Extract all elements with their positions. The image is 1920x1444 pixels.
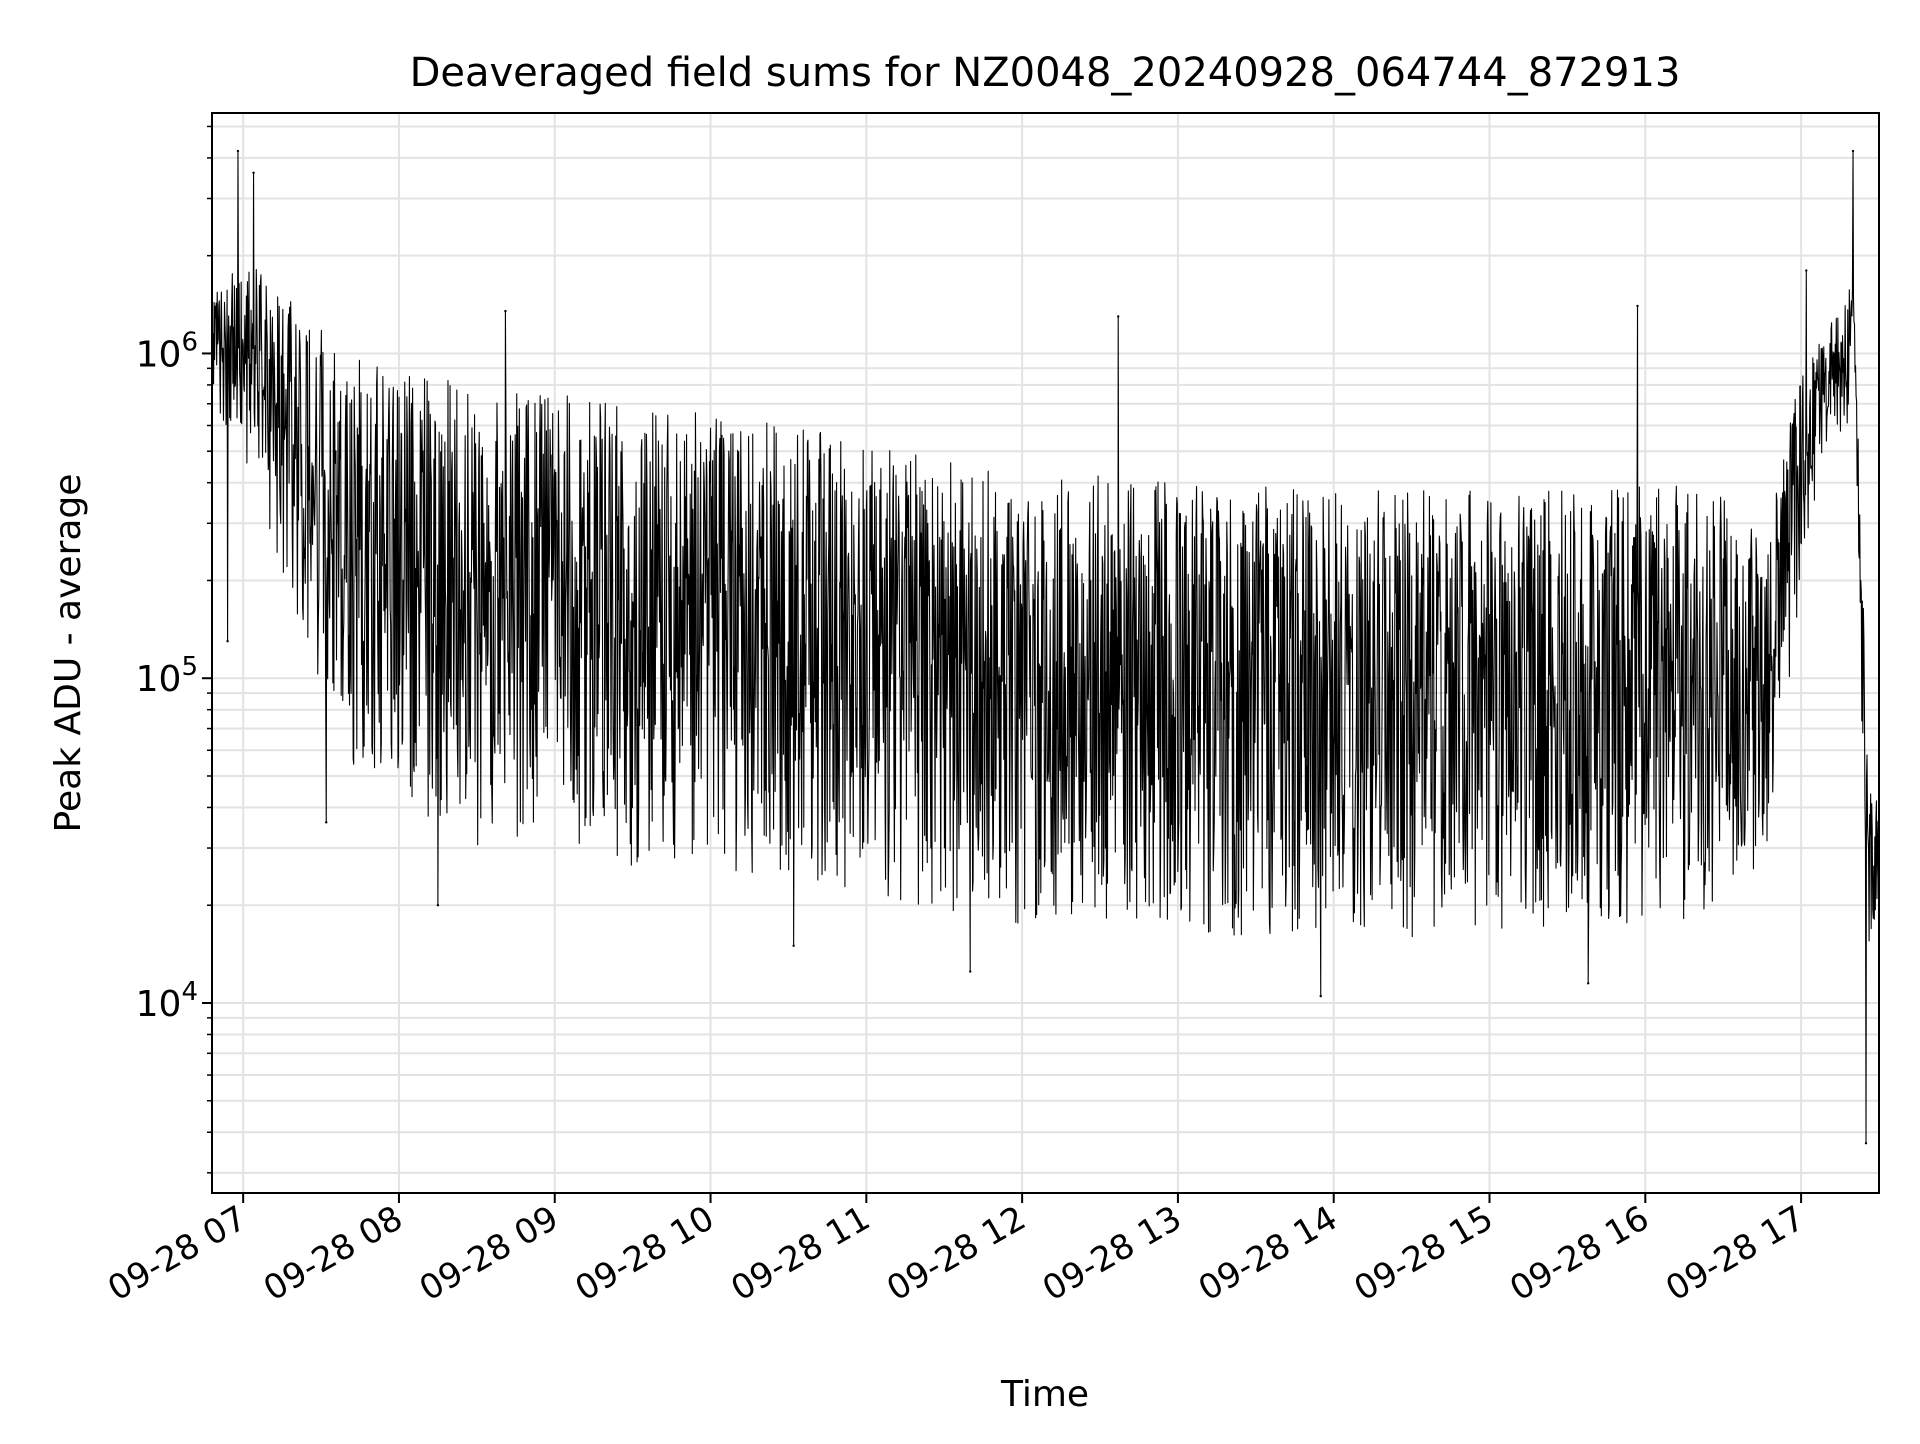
x-axis-label: Time bbox=[1000, 1374, 1089, 1415]
dip-point bbox=[436, 904, 440, 907]
y-axis-label: Peak ADU - average bbox=[48, 474, 89, 833]
peak-point bbox=[1851, 149, 1855, 153]
y-tick-label: 106 bbox=[136, 327, 198, 375]
peak-point bbox=[1636, 304, 1639, 308]
dip-point bbox=[325, 821, 328, 824]
peak-point bbox=[1117, 315, 1120, 318]
series-line bbox=[212, 150, 1879, 1144]
dip-point bbox=[792, 944, 795, 948]
chart-title: Deaveraged field sums for NZ0048_2024092… bbox=[410, 50, 1681, 96]
series-layer bbox=[212, 149, 1879, 1145]
dip-point bbox=[1586, 982, 1590, 985]
dip-point bbox=[1319, 994, 1322, 998]
peak-point bbox=[252, 171, 255, 174]
dip-point bbox=[1864, 1142, 1868, 1145]
plot-frame bbox=[211, 112, 1880, 1194]
dip-point bbox=[226, 640, 229, 643]
y-tick-label: 105 bbox=[136, 652, 198, 700]
dip-point bbox=[968, 970, 972, 973]
peak-point bbox=[1805, 269, 1808, 272]
peak-point bbox=[504, 309, 507, 313]
y-tick-label: 104 bbox=[136, 977, 198, 1025]
peak-point bbox=[236, 149, 240, 153]
